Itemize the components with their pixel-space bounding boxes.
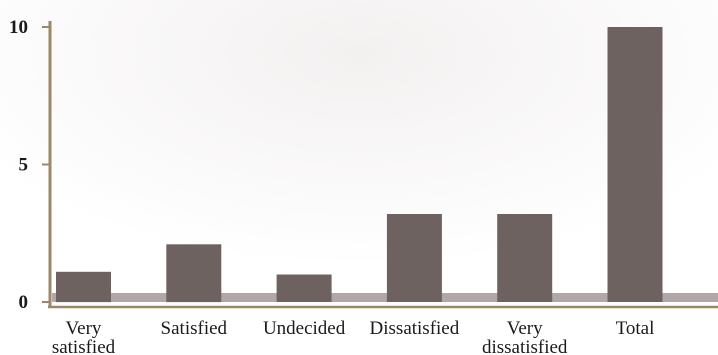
- y-tick-label-10: 10: [9, 17, 28, 38]
- x-category-label-5-line-0: Total: [616, 318, 655, 339]
- x-category-label-0: Very satisfied: [52, 318, 116, 355]
- bar-1: [166, 244, 222, 303]
- x-category-label-3-line-0: Dissatisfied: [370, 318, 460, 339]
- bar-3: [386, 214, 442, 302]
- bar-2: [276, 274, 332, 302]
- x-category-label-4-line-1: dissatisfied: [482, 337, 568, 355]
- x-category-label-3: Dissatisfied: [370, 318, 460, 339]
- x-category-label-1-line-0: Satisfied: [161, 318, 228, 339]
- bar-0: [56, 271, 111, 303]
- x-category-label-0-line-1: satisfied: [52, 337, 116, 355]
- x-category-label-2-line-0: Undecided: [263, 318, 346, 339]
- bar-4: [497, 214, 553, 302]
- y-tick-label-5: 5: [19, 155, 29, 176]
- x-category-label-5: Total: [616, 318, 655, 339]
- x-category-label-4: Very dissatisfied: [482, 318, 568, 355]
- x-category-label-4-line-0: Very: [507, 318, 543, 339]
- x-category-label-2: Undecided: [263, 318, 346, 339]
- chart-floor: [52, 293, 718, 302]
- y-tick-label-0: 0: [19, 292, 29, 313]
- bar-5: [607, 27, 663, 302]
- x-category-label-1: Satisfied: [161, 318, 228, 339]
- x-category-label-0-line-0: Very: [66, 318, 102, 339]
